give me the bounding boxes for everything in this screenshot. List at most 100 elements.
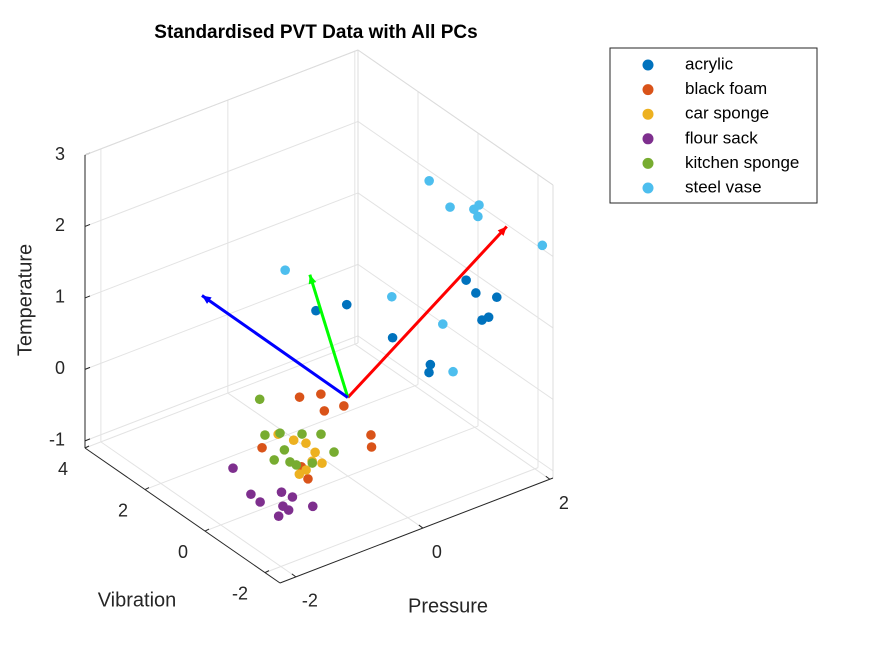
legend-marker bbox=[642, 182, 654, 194]
y-tick-label: 0 bbox=[178, 542, 188, 562]
legend-label: black foam bbox=[685, 79, 767, 98]
grid-line bbox=[84, 335, 359, 442]
z-tick-label: 3 bbox=[55, 144, 65, 164]
point bbox=[280, 265, 290, 275]
z-tick-label: 1 bbox=[55, 287, 65, 307]
z-tick-label: 0 bbox=[55, 358, 65, 378]
point bbox=[311, 305, 321, 316]
tick-mark bbox=[204, 528, 210, 532]
point bbox=[483, 312, 494, 322]
tick-mark bbox=[545, 475, 551, 480]
point bbox=[438, 319, 448, 329]
grid-line bbox=[264, 467, 539, 574]
pc-arrow-head bbox=[201, 295, 212, 304]
point bbox=[329, 447, 339, 457]
point bbox=[246, 489, 256, 500]
tick-mark bbox=[264, 570, 270, 574]
point bbox=[339, 401, 349, 411]
legend-label: steel vase bbox=[685, 177, 762, 196]
legend-label: flour sack bbox=[685, 128, 758, 147]
point bbox=[260, 430, 270, 440]
grid-line bbox=[84, 263, 359, 370]
point bbox=[461, 275, 471, 285]
x-tick-label: 0 bbox=[432, 542, 442, 562]
point bbox=[269, 455, 280, 465]
point bbox=[316, 429, 326, 439]
point bbox=[424, 176, 434, 186]
grid-line bbox=[84, 192, 359, 299]
x-tick-label: 2 bbox=[559, 493, 569, 513]
point bbox=[307, 458, 318, 468]
z-axis-label: Temperature bbox=[14, 244, 36, 356]
point bbox=[474, 200, 484, 210]
point bbox=[425, 359, 436, 370]
point bbox=[273, 511, 284, 521]
point bbox=[448, 366, 458, 377]
pc-arrow-head bbox=[497, 226, 507, 236]
y-tick-label: -2 bbox=[232, 583, 248, 603]
grid-line bbox=[204, 425, 479, 532]
x-tick-label: -2 bbox=[302, 591, 318, 611]
grid-line bbox=[84, 342, 359, 449]
point bbox=[254, 394, 265, 405]
grid-line bbox=[357, 335, 554, 472]
point bbox=[287, 492, 298, 502]
point bbox=[283, 505, 294, 515]
pc-arrow-head bbox=[308, 274, 317, 285]
legend-label: car sponge bbox=[685, 104, 769, 123]
y-tick-label: 4 bbox=[58, 459, 68, 479]
legend-marker bbox=[642, 133, 654, 145]
legend-marker bbox=[642, 84, 654, 96]
y-tick-label: 2 bbox=[118, 500, 128, 520]
tick-mark bbox=[291, 573, 297, 578]
point bbox=[255, 497, 265, 507]
point bbox=[307, 501, 318, 512]
point bbox=[257, 442, 267, 453]
point bbox=[319, 406, 330, 416]
tick-mark bbox=[84, 295, 91, 299]
point bbox=[491, 292, 502, 303]
point bbox=[387, 291, 397, 302]
x-axis bbox=[279, 477, 554, 584]
legend-label: acrylic bbox=[685, 54, 734, 73]
point bbox=[288, 435, 299, 445]
grid-line bbox=[357, 263, 554, 400]
point bbox=[366, 442, 377, 452]
y-axis-label: Vibration bbox=[98, 589, 177, 611]
point bbox=[310, 447, 320, 458]
point bbox=[341, 299, 352, 310]
y-axis bbox=[84, 447, 281, 584]
grid-line bbox=[357, 192, 554, 329]
tick-mark bbox=[84, 366, 91, 370]
point bbox=[291, 460, 302, 470]
point bbox=[276, 487, 287, 497]
z-tick-label: -1 bbox=[49, 430, 65, 450]
point bbox=[297, 429, 307, 439]
grid-line bbox=[84, 120, 359, 227]
legend-marker bbox=[642, 157, 654, 169]
point bbox=[387, 332, 398, 343]
point bbox=[317, 458, 327, 469]
point bbox=[473, 211, 483, 222]
box-edge bbox=[84, 49, 359, 156]
legend-label: kitchen sponge bbox=[685, 153, 799, 172]
point bbox=[471, 288, 481, 298]
box-edge bbox=[357, 49, 554, 186]
point bbox=[424, 367, 434, 378]
grid-line bbox=[354, 343, 551, 480]
chart-title: Standardised PVT Data with All PCs bbox=[154, 22, 477, 43]
point bbox=[445, 202, 455, 212]
point bbox=[303, 474, 313, 484]
tick-mark bbox=[418, 524, 424, 529]
legend-box bbox=[609, 47, 818, 204]
legend-marker bbox=[642, 59, 654, 71]
point bbox=[279, 445, 290, 455]
point bbox=[294, 392, 305, 402]
grid-line bbox=[357, 121, 554, 257]
point bbox=[301, 438, 311, 449]
x-axis-label: Pressure bbox=[408, 595, 488, 617]
z-tick-label: 2 bbox=[55, 215, 65, 235]
point bbox=[301, 465, 311, 475]
point bbox=[228, 463, 238, 473]
